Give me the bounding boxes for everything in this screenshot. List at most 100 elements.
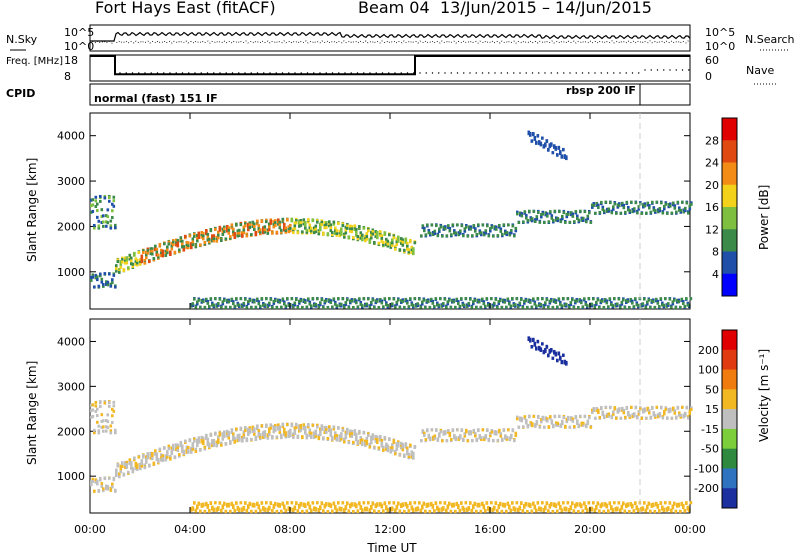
- power-cell: [271, 231, 274, 235]
- velocity-cell: [298, 505, 301, 509]
- velocity-cell: [458, 508, 462, 512]
- velocity-cell: [495, 430, 498, 434]
- power-cell: [595, 201, 599, 205]
- colorbar-segment: [722, 349, 737, 371]
- velocity-cell: [359, 436, 363, 440]
- velocity-cell: [647, 502, 651, 506]
- velocity-cell: [678, 413, 681, 417]
- velocity-cell: [588, 416, 591, 420]
- power-cell: [531, 217, 534, 221]
- velocity-cell: [151, 457, 154, 461]
- power-cell: [566, 297, 570, 301]
- velocity-cell: [433, 509, 436, 513]
- power-cell: [497, 300, 501, 304]
- power-cell: [191, 302, 195, 306]
- power-cell: [541, 136, 544, 140]
- power-cell: [179, 236, 183, 240]
- power-cell: [642, 203, 645, 207]
- velocity-cell: [401, 443, 405, 447]
- nave-point: [119, 72, 121, 74]
- power-cell: [116, 260, 120, 264]
- velocity-cell: [542, 509, 546, 513]
- power-cell: [136, 261, 139, 265]
- velocity-cell: [541, 342, 544, 346]
- velocity-cell: [253, 427, 256, 431]
- power-cell: [362, 226, 366, 230]
- velocity-cell: [592, 501, 595, 505]
- velocity-cell: [302, 504, 306, 508]
- velocity-cell: [128, 461, 132, 465]
- power-cell: [514, 304, 517, 308]
- velocity-cell: [561, 422, 564, 426]
- velocity-cell: [610, 416, 614, 420]
- power-cell: [112, 195, 116, 199]
- velocity-cell: [96, 482, 99, 486]
- velocity-cell: [397, 441, 400, 445]
- velocity-cell: [280, 433, 283, 437]
- power-cell: [480, 231, 483, 235]
- power-cell: [444, 227, 447, 231]
- power-cell: [421, 226, 425, 230]
- velocity-cell: [344, 430, 348, 434]
- velocity-cell: [509, 508, 513, 512]
- power-cell: [591, 203, 594, 207]
- velocity-cell: [535, 346, 538, 350]
- power-cell: [633, 207, 636, 211]
- velocity-cell: [521, 509, 525, 513]
- power-cell: [227, 228, 231, 232]
- power-cell: [260, 219, 264, 223]
- velocity-cell: [452, 502, 456, 506]
- velocity-cell: [548, 348, 552, 352]
- velocity-cell: [383, 501, 387, 505]
- velocity-cell: [96, 407, 99, 411]
- power-cell: [401, 299, 405, 303]
- power-cell: [461, 303, 465, 307]
- velocity-cell: [359, 438, 363, 442]
- velocity-cell: [463, 434, 467, 438]
- power-cell: [518, 301, 522, 305]
- power-cell: [420, 234, 423, 238]
- power-cell: [610, 211, 614, 215]
- power-cell: [106, 215, 110, 219]
- power-cell: [529, 131, 532, 135]
- power-cell: [232, 302, 235, 306]
- velocity-cell: [674, 510, 678, 514]
- velocity-cell: [470, 509, 474, 513]
- velocity-cell: [238, 433, 241, 437]
- power-cell: [532, 297, 535, 301]
- colorbar-segment: [722, 184, 737, 208]
- power-cell: [560, 154, 564, 158]
- power-cell: [688, 305, 691, 309]
- velocity-cell: [679, 415, 683, 419]
- velocity-cell: [619, 416, 623, 420]
- velocity-cell: [574, 505, 577, 509]
- power-cell: [347, 306, 351, 310]
- power-cell: [304, 226, 307, 230]
- velocity-cell: [591, 410, 594, 414]
- power-cell: [376, 298, 379, 302]
- power-cell: [389, 304, 393, 308]
- power-cell: [96, 275, 99, 279]
- power-cell: [443, 297, 447, 301]
- power-cell: [629, 297, 633, 301]
- power-cell: [96, 215, 99, 219]
- power-cell: [106, 221, 110, 225]
- power-cell: [364, 237, 367, 241]
- velocity-cell: [370, 441, 373, 445]
- power-cell: [173, 251, 177, 255]
- colorbar-segment: [722, 118, 737, 141]
- velocity-cell: [590, 508, 594, 512]
- power-cell: [283, 222, 286, 226]
- velocity-cell: [468, 432, 471, 436]
- power-cell: [410, 245, 414, 249]
- velocity-cell: [427, 502, 430, 506]
- power-cell: [317, 305, 321, 309]
- power-cell: [565, 155, 568, 159]
- power-cell: [190, 242, 193, 246]
- power-cell: [496, 305, 499, 309]
- colorbar-tick-label: -15: [701, 423, 719, 436]
- velocity-cell: [400, 441, 403, 445]
- velocity-cell: [391, 506, 394, 510]
- noise-right-tick-bottom: 10^0: [705, 40, 735, 53]
- power-cell: [667, 202, 671, 206]
